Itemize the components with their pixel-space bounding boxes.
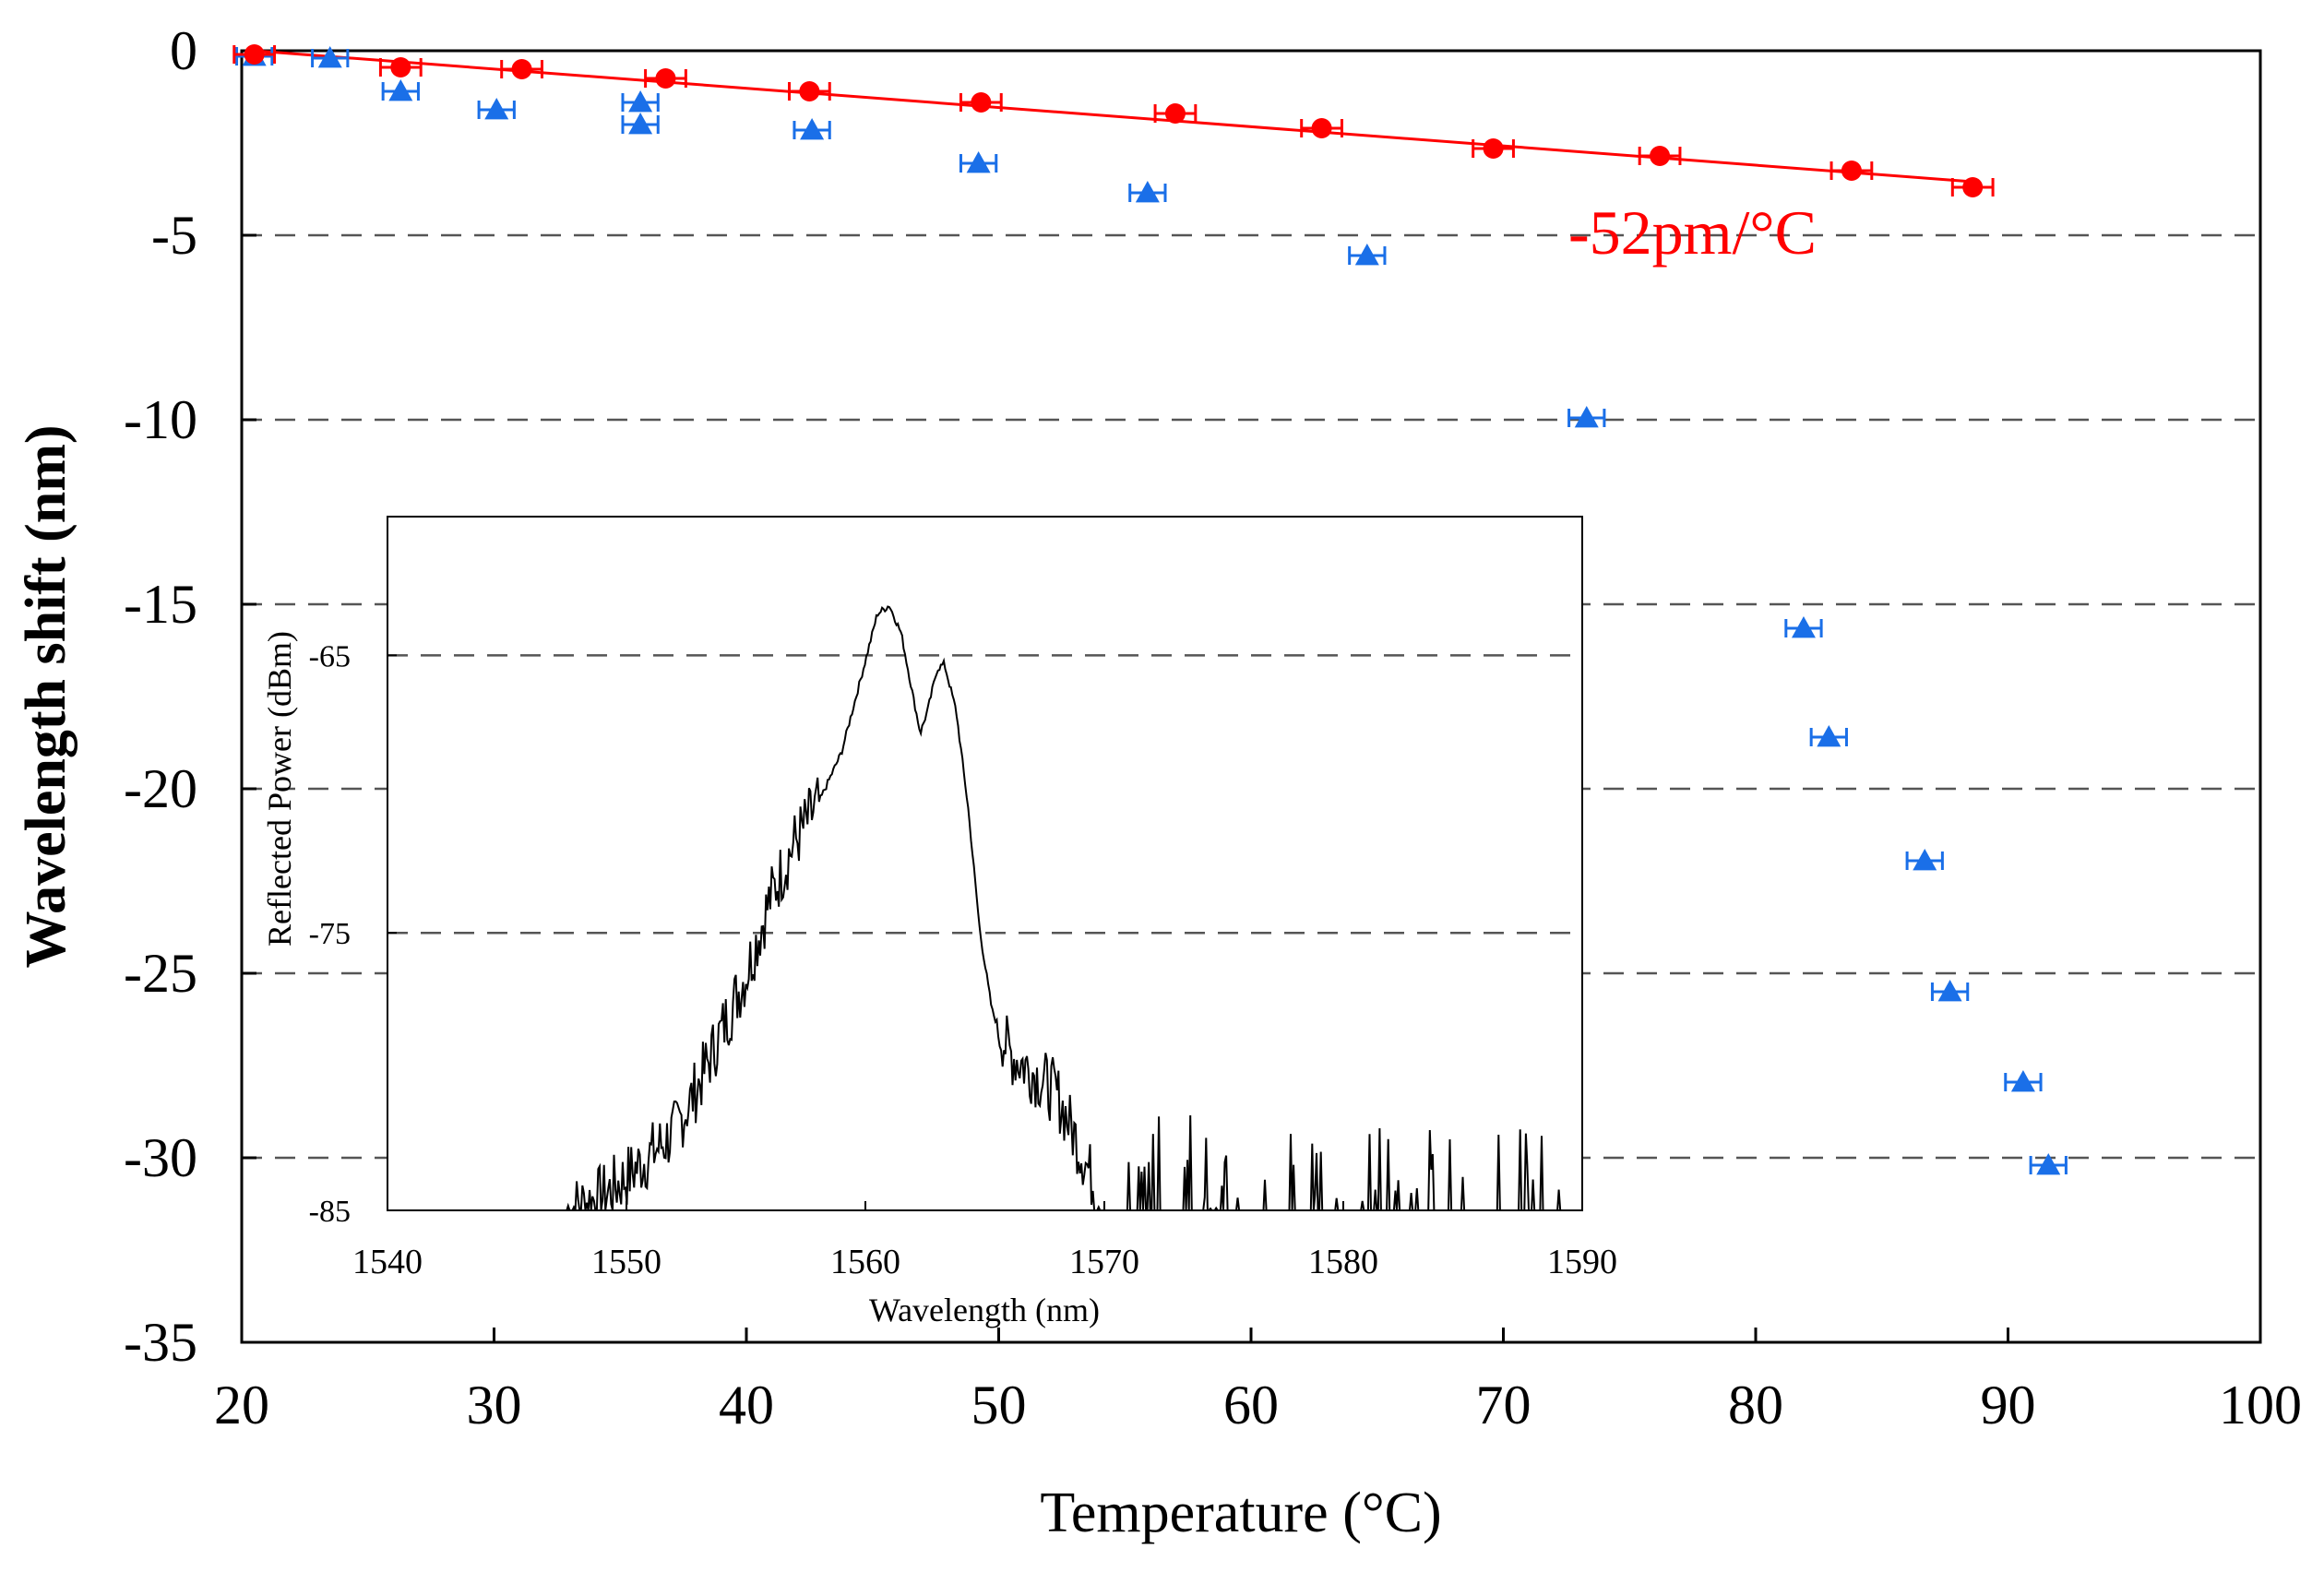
red-circle-point: [1962, 177, 1984, 197]
main-x-axis-label: Temperature (°C): [1040, 1482, 1441, 1544]
main-x-tick-label: 100: [2219, 1375, 2302, 1435]
red-circle-point: [1483, 138, 1504, 159]
inset-y-tick-label: -85: [309, 1195, 351, 1229]
main-y-tick-label: -20: [124, 758, 197, 819]
blue-triangle-point: [628, 90, 653, 113]
main-x-tick-label: 90: [1981, 1375, 2036, 1435]
blue-triangle-point: [317, 46, 342, 68]
main-x-tick-label: 20: [214, 1375, 269, 1435]
red-circle-point: [1311, 118, 1332, 138]
inset-x-tick-label: 1570: [1069, 1243, 1139, 1281]
red-circle-point: [799, 81, 820, 101]
inset-x-tick-label: 1540: [352, 1243, 423, 1281]
blue-triangle-point: [1791, 616, 1816, 638]
main-y-tick-label: -25: [124, 943, 197, 1004]
blue-triangle-point: [966, 151, 991, 173]
main-y-tick-label: -30: [124, 1127, 197, 1188]
inset-background: [387, 517, 1582, 1210]
red-circle-point: [390, 57, 411, 77]
blue-triangle-point: [628, 113, 653, 135]
main-x-tick-label: 50: [971, 1375, 1027, 1435]
main-y-tick-label: -5: [151, 205, 197, 266]
main-x-tick-label: 60: [1223, 1375, 1279, 1435]
blue-triangle-point: [1937, 980, 1962, 1002]
blue-triangle-point: [484, 98, 509, 120]
main-y-axis-label: Wavelength shift (nm): [15, 425, 77, 969]
blue-triangle-point: [2010, 1070, 2035, 1092]
red-circle-point: [1164, 103, 1186, 124]
inset-x-tick-label: 1560: [830, 1243, 900, 1281]
main-x-tick-label: 80: [1728, 1375, 1783, 1435]
main-x-tick-label: 40: [719, 1375, 774, 1435]
red-circle-point: [1841, 161, 1862, 181]
inset-y-tick-label: -65: [309, 639, 351, 673]
inset-x-axis-label: Wavelength (nm): [869, 1292, 1100, 1328]
slope-annotation: -52pm/°C: [1568, 197, 1817, 268]
inset-plot-frame: [387, 516, 1583, 1211]
main-y-tick-label: -10: [124, 389, 197, 450]
blue-triangle-point: [1354, 244, 1379, 266]
blue-triangle-point: [1135, 181, 1160, 203]
main-x-tick-label: 30: [467, 1375, 522, 1435]
blue-triangle-point: [1574, 406, 1599, 428]
red-circle-point: [971, 92, 992, 113]
blue-triangle-point: [1913, 849, 1937, 871]
blue-triangle-point: [388, 79, 413, 101]
inset-y-axis-label: Reflected Power (dBm): [261, 631, 298, 947]
red-circle-point: [1650, 146, 1671, 166]
blue-triangle-point: [2036, 1153, 2061, 1175]
blue-triangle-point: [1817, 725, 1841, 747]
main-y-tick-label: -35: [124, 1312, 197, 1373]
main-y-tick-label: 0: [170, 20, 197, 81]
red-circle-point: [511, 59, 532, 79]
blue-triangle-point: [800, 118, 825, 140]
inset-x-tick-label: 1580: [1308, 1243, 1378, 1281]
inset-x-tick-label: 1590: [1547, 1243, 1617, 1281]
main-y-tick-label: -15: [124, 574, 197, 635]
red-circle-point: [244, 44, 265, 65]
inset-x-tick-label: 1550: [591, 1243, 661, 1281]
red-circle-point: [655, 68, 676, 89]
inset-y-tick-label: -75: [309, 917, 351, 951]
main-x-tick-label: 70: [1476, 1375, 1531, 1435]
